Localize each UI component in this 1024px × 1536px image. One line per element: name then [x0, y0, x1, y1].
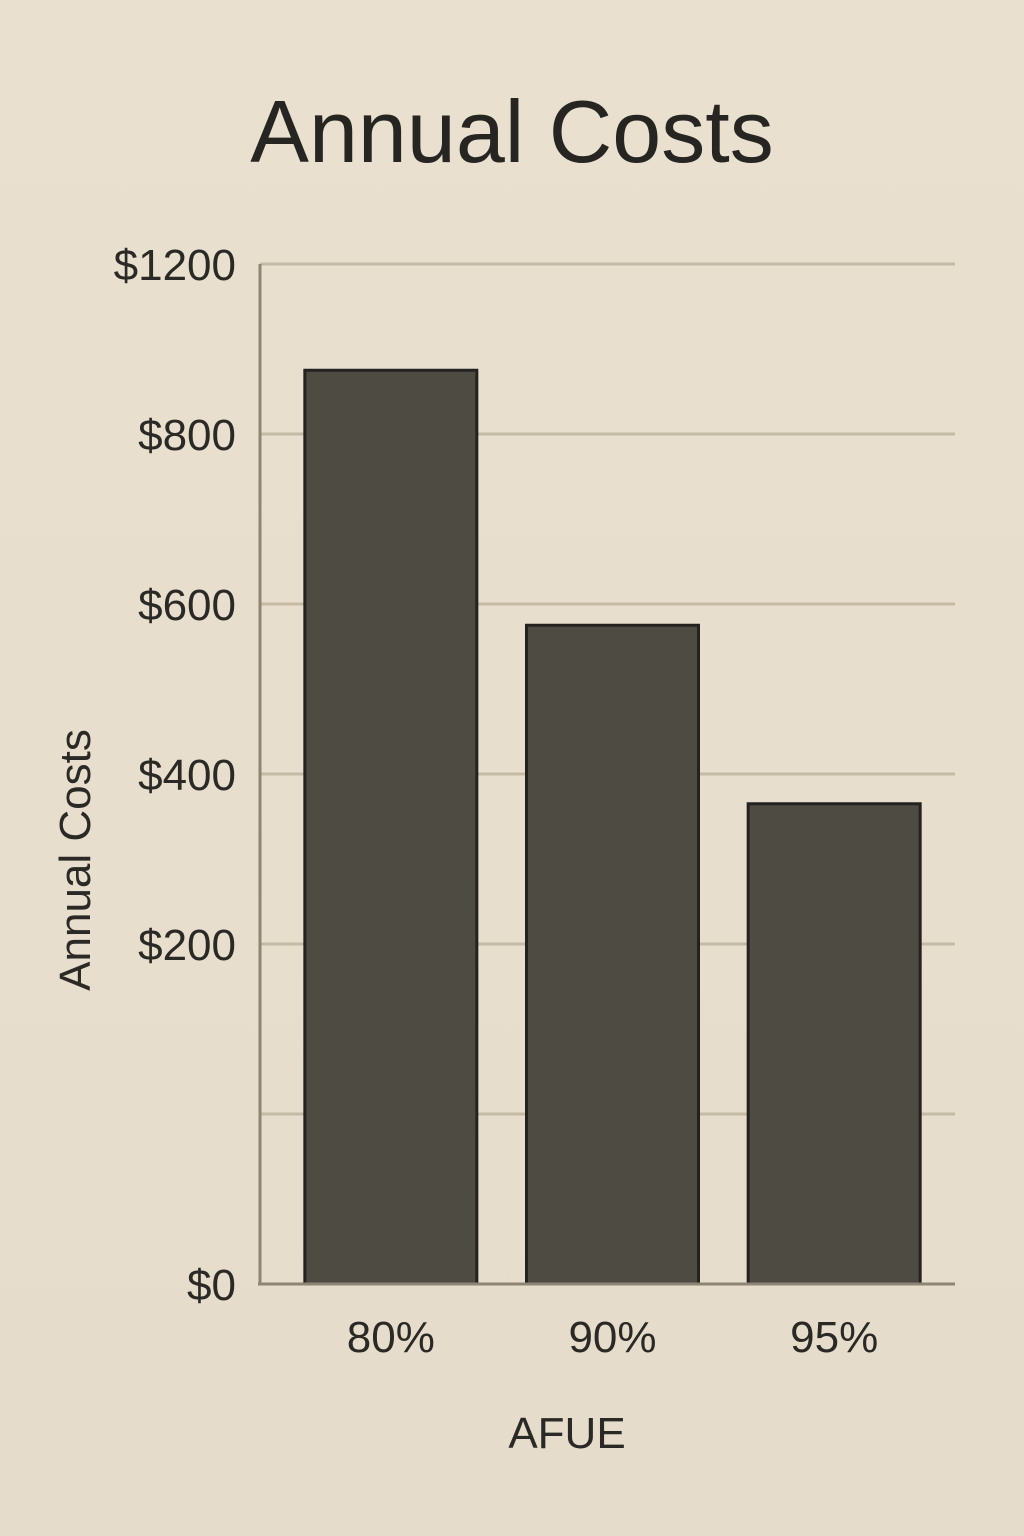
x-axis-title: AFUE: [508, 1409, 625, 1458]
y-tick-label: $400: [138, 751, 236, 800]
y-tick-label: $1200: [114, 241, 236, 290]
x-tick-label: 80%: [347, 1313, 435, 1362]
bar-80-percent: [303, 368, 479, 1286]
bar-90-percent: [525, 623, 700, 1286]
chart-title: Annual Costs: [250, 82, 773, 181]
bar-95-percent: [746, 802, 922, 1286]
x-tick-label: 90%: [568, 1313, 656, 1362]
y-tick-label: $600: [138, 581, 236, 630]
y-tick-label: $0: [187, 1261, 236, 1310]
y-axis-title: Annual Costs: [51, 729, 100, 991]
x-tick-labels: 80% 90% 95%: [347, 1313, 878, 1362]
y-tick-labels: $0 $200 $400 $600 $800 $1200: [114, 241, 236, 1310]
bars: [303, 368, 922, 1286]
x-tick-label: 95%: [790, 1313, 878, 1362]
y-tick-label: $800: [138, 411, 236, 460]
y-tick-label: $200: [138, 921, 236, 970]
